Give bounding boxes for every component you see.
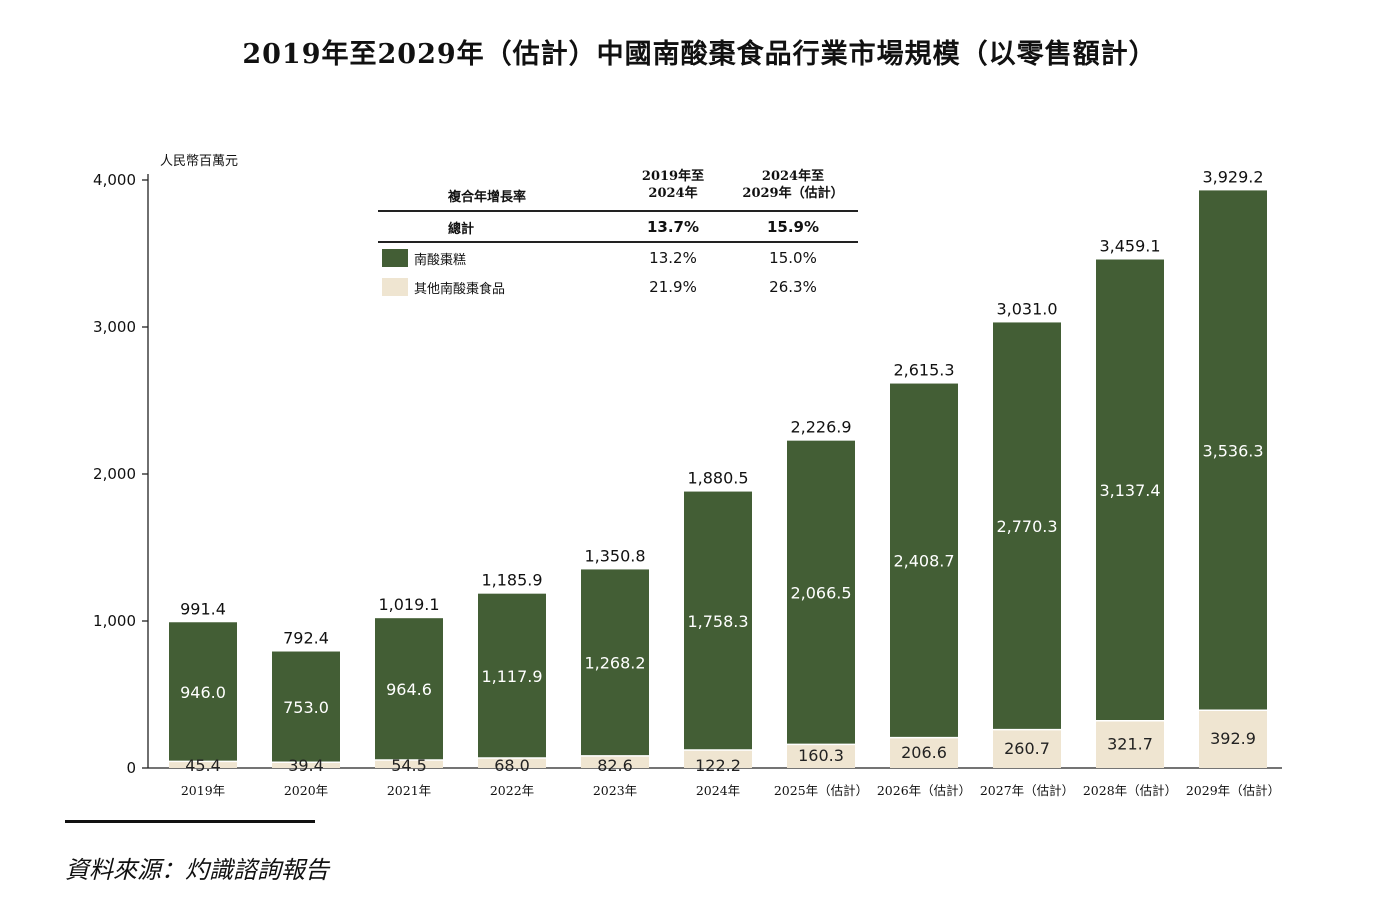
data-label-total: 2,226.9 bbox=[790, 418, 851, 437]
data-label-cake: 753.0 bbox=[283, 698, 329, 717]
y-tick-label: 4,000 bbox=[93, 171, 136, 189]
data-label-cake: 2,408.7 bbox=[893, 552, 954, 571]
cagr-value-2019-2024: 21.9% bbox=[649, 278, 697, 296]
cagr-table-header: 複合年增長率 2019年至 2024年 2024年至 2029年（估計） bbox=[378, 166, 858, 212]
bar-segment-cake bbox=[1096, 259, 1164, 721]
data-label-total: 2,615.3 bbox=[893, 361, 954, 380]
data-label-cake: 3,536.3 bbox=[1202, 441, 1263, 460]
source-divider bbox=[65, 820, 315, 823]
data-label-total: 1,019.1 bbox=[378, 595, 439, 614]
bar-segment-cake bbox=[272, 651, 340, 763]
bar-segment-cake bbox=[993, 322, 1061, 730]
cagr-header-label: 複合年增長率 bbox=[448, 190, 527, 205]
data-label-other: 39.4 bbox=[288, 756, 324, 775]
data-label-other: 392.9 bbox=[1210, 729, 1256, 748]
cagr-value-2024-2029: 15.9% bbox=[766, 218, 820, 236]
data-label-total: 1,185.9 bbox=[481, 571, 542, 590]
data-label-cake: 964.6 bbox=[386, 680, 432, 699]
x-tick-label: 2020年 bbox=[284, 783, 328, 798]
bar-segment-cake bbox=[375, 618, 443, 760]
data-label-other: 122.2 bbox=[695, 756, 741, 775]
cagr-row-total: 總計 13.7% 15.9% bbox=[378, 212, 858, 243]
x-tick-label: 2028年（估計） bbox=[1083, 783, 1177, 798]
data-label-other: 54.5 bbox=[391, 756, 427, 775]
y-tick-label: 0 bbox=[126, 759, 136, 777]
bar-segment-other bbox=[787, 744, 855, 768]
bar-segment-cake bbox=[684, 491, 752, 751]
cagr-value-2019-2024: 13.7% bbox=[646, 218, 700, 236]
bar-segment-other bbox=[1199, 710, 1267, 768]
cagr-value-2019-2024: 13.2% bbox=[649, 249, 697, 267]
x-tick-label: 2022年 bbox=[490, 783, 534, 798]
data-label-other: 45.4 bbox=[185, 756, 221, 775]
data-label-cake: 2,770.3 bbox=[996, 517, 1057, 536]
data-label-other: 206.6 bbox=[901, 743, 947, 762]
data-label-other: 321.7 bbox=[1107, 734, 1153, 753]
data-label-cake: 1,117.9 bbox=[481, 667, 542, 686]
legend-label-other: 其他南酸棗食品 bbox=[414, 282, 506, 297]
cagr-col2-header-line1: 2024年至 bbox=[761, 169, 825, 184]
x-tick-label: 2023年 bbox=[593, 783, 637, 798]
bar-segment-cake bbox=[787, 440, 855, 745]
y-axis-unit-label: 人民幣百萬元 bbox=[160, 154, 239, 169]
y-tick-label: 3,000 bbox=[93, 318, 136, 336]
bar-segment-other bbox=[684, 750, 752, 768]
cagr-col2-header-line2: 2029年（估計） bbox=[742, 186, 844, 201]
data-label-other: 160.3 bbox=[798, 746, 844, 765]
data-label-total: 1,880.5 bbox=[687, 469, 748, 488]
bar-segment-other bbox=[1096, 720, 1164, 768]
y-tick-label: 1,000 bbox=[93, 612, 136, 630]
x-tick-label: 2019年 bbox=[181, 783, 225, 798]
data-label-total: 1,350.8 bbox=[584, 546, 645, 565]
chart-title: 2019年至2029年（估計）中國南酸棗食品行業市場規模（以零售額計） bbox=[242, 39, 1157, 70]
x-tick-label: 2025年（估計） bbox=[774, 783, 868, 798]
data-label-cake: 946.0 bbox=[180, 683, 226, 702]
data-label-other: 82.6 bbox=[597, 756, 633, 775]
bar-segment-other bbox=[993, 729, 1061, 768]
data-label-cake: 1,268.2 bbox=[584, 654, 645, 673]
bar-segment-other bbox=[169, 761, 237, 768]
y-tick-label: 2,000 bbox=[93, 465, 136, 483]
bar-segment-cake bbox=[581, 569, 649, 756]
cagr-row-cake: 南酸棗糕 13.2% 15.0% bbox=[378, 243, 858, 272]
bar-segment-other bbox=[375, 759, 443, 768]
data-label-total: 991.4 bbox=[180, 599, 226, 618]
data-label-other: 68.0 bbox=[494, 756, 530, 775]
data-label-cake: 2,066.5 bbox=[790, 584, 851, 603]
bar-segment-cake bbox=[169, 622, 237, 762]
cagr-table: 複合年增長率 2019年至 2024年 2024年至 2029年（估計） 總計 … bbox=[378, 166, 858, 301]
cagr-value-2024-2029: 26.3% bbox=[769, 278, 817, 296]
cagr-col1-header: 2019年至 2024年 bbox=[618, 168, 728, 202]
cagr-col1-header-line2: 2024年 bbox=[648, 186, 698, 201]
data-label-total: 3,031.0 bbox=[996, 299, 1057, 318]
cagr-col2-header: 2024年至 2029年（估計） bbox=[723, 168, 863, 202]
bar-segment-other bbox=[478, 758, 546, 768]
data-label-cake: 1,758.3 bbox=[687, 612, 748, 631]
cagr-col1-header-line1: 2019年至 bbox=[641, 169, 705, 184]
cagr-value-2024-2029: 15.0% bbox=[769, 249, 817, 267]
data-label-cake: 3,137.4 bbox=[1099, 481, 1160, 500]
data-label-other: 260.7 bbox=[1004, 739, 1050, 758]
x-tick-label: 2024年 bbox=[696, 783, 740, 798]
bar-segment-other bbox=[581, 755, 649, 768]
x-tick-label: 2021年 bbox=[387, 783, 431, 798]
data-label-total: 3,929.2 bbox=[1202, 167, 1263, 186]
bar-segment-cake bbox=[1199, 190, 1267, 711]
legend-label-cake: 南酸棗糕 bbox=[414, 253, 467, 268]
bar-segment-cake bbox=[890, 383, 958, 738]
bar-segment-cake bbox=[478, 593, 546, 759]
x-tick-label: 2027年（估計） bbox=[980, 783, 1074, 798]
bar-segment-other bbox=[272, 762, 340, 768]
data-label-total: 3,459.1 bbox=[1099, 237, 1160, 256]
x-tick-label: 2026年（估計） bbox=[877, 783, 971, 798]
legend-swatch-cake bbox=[382, 249, 408, 267]
x-tick-label: 2029年（估計） bbox=[1186, 783, 1280, 798]
cagr-row-label: 總計 bbox=[448, 222, 475, 237]
data-label-total: 792.4 bbox=[283, 629, 329, 648]
cagr-row-other: 其他南酸棗食品 21.9% 26.3% bbox=[378, 272, 858, 301]
bar-segment-other bbox=[890, 737, 958, 768]
source-note: 資料來源：灼識諮詢報告 bbox=[65, 856, 329, 884]
legend-swatch-other bbox=[382, 278, 408, 296]
